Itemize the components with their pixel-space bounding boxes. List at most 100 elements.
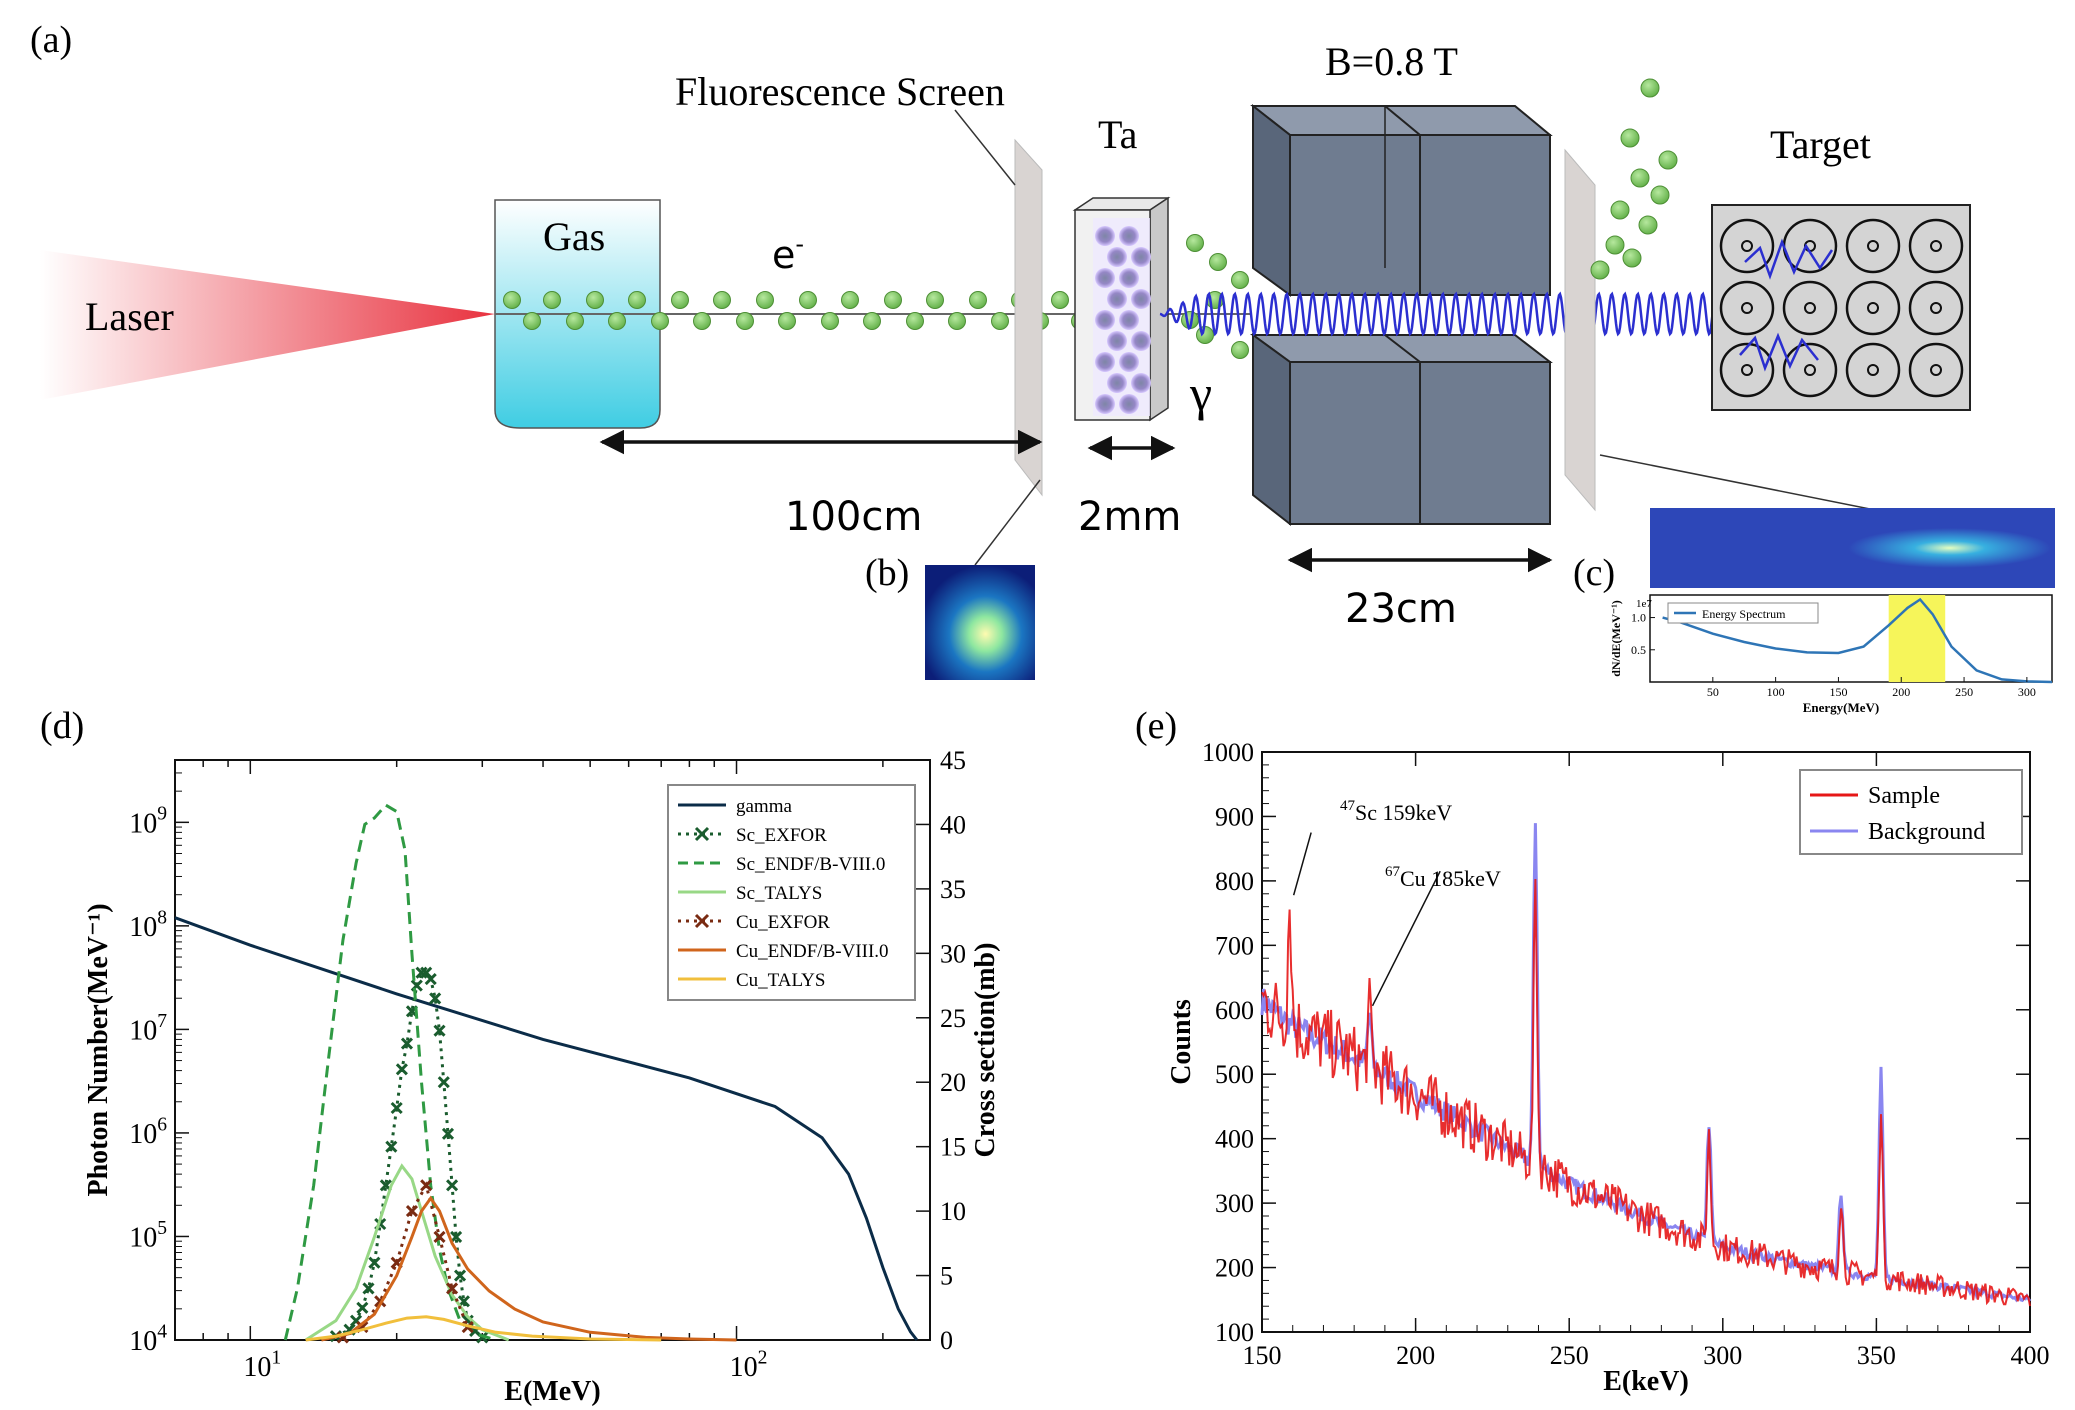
inset-c-legend-label: Energy Spectrum [1702,607,1786,621]
target-hole-center [1741,240,1753,252]
ta-atom [1131,289,1151,309]
annotation-cu: 67Cu 185keV [1385,864,1501,891]
data-point-cu-exfor [446,1282,459,1295]
chart-e-xlabel: E(keV) [1603,1366,1689,1397]
target-hole [1845,280,1901,336]
beam-profile-image [925,565,1035,680]
target-zigzag [1739,238,1834,372]
inset-c-y-tick-label: 1.0 [1631,611,1646,625]
chart-d-ylabel-right: Cross section(mb) [970,943,1001,1158]
data-point-sc-exfor [441,1127,455,1140]
deflected-electrons [1590,78,1678,280]
distance-label-2mm: 2mm [1078,494,1181,540]
data-point-sc-exfor [476,1331,489,1344]
inset-c-x-tick-label: 50 [1707,685,1719,699]
chart-d-right-tick-label: 10 [940,1197,966,1226]
deflected-electron [1650,185,1670,205]
chart-d-xlabel: E(MeV) [504,1376,600,1407]
deflected-electron [1590,260,1610,280]
deflected-electron [1622,248,1642,268]
chart-e-y-tick-label: 300 [1215,1189,1254,1218]
distance-label-23cm: 23cm [1345,586,1457,632]
electron [799,291,817,309]
target-hole [1908,218,1964,274]
ta-atom [1119,226,1139,246]
data-point-sc-exfor [450,1230,463,1243]
data-point-sc-exfor [446,1179,459,1192]
chart-d-left-tick-label: 104 [129,1321,167,1357]
deflected-electron [1640,78,1660,98]
target-holes [1719,218,1964,398]
legend-label-cu-exfor: Cu_EXFOR [736,912,830,933]
spectrometer-image [1650,508,2055,588]
spectrometer-screen [1564,148,1596,512]
panel-label-a: (a) [30,19,72,61]
target-plate [1711,204,1971,411]
chart-d-right-tick-label: 30 [940,939,966,968]
peak-highlight [1888,595,1946,682]
data-point-sc-exfor [395,1063,408,1076]
gas-label: Gas [543,214,605,259]
target-hole-center [1741,302,1753,314]
legend-label-sc-endf-b-viii-0: Sc_ENDF/B-VIII.0 [736,854,885,875]
inset-c-x-tick-label: 100 [1767,685,1785,699]
legend-label-cu-endf-b-viii-0: Cu_ENDF/B-VIII.0 [736,941,889,962]
chart-e-x-tick-label: 300 [1703,1341,1742,1370]
deflected-electron [1630,168,1650,188]
ta-atom [1107,289,1127,309]
chart-d-right-tick-label: 20 [940,1068,966,1097]
deflected-electron [1620,128,1640,148]
chart-e-y-tick-label: 900 [1215,802,1254,831]
chart-d-right-tick-label: 25 [940,1004,966,1033]
laser-label: Laser [85,294,174,339]
legend-label-background: Background [1868,819,1985,845]
ta-atom [1107,331,1127,351]
chart-d-left-tick-label: 109 [129,804,167,840]
electron [1051,291,1069,309]
panel-label-c: (c) [1573,552,1615,594]
data-point-cu-exfor [420,1179,433,1192]
data-point-cu-exfor [405,1205,419,1218]
data-point-sc-exfor [433,1024,446,1037]
electron [884,291,902,309]
ta-atom [1095,394,1115,414]
ta-atom [1107,247,1127,267]
fluorescence-screen [1014,138,1043,497]
legend-label-gamma: gamma [736,796,792,817]
deflected-electron [1610,200,1630,220]
series-sc-exfor [335,971,484,1339]
series-sample [1261,878,2031,1307]
target-hole-center [1930,302,1942,314]
chart-e-x-tick-label: 400 [2011,1341,2050,1370]
electron [948,312,966,330]
series-sc-endf-b-viii-0 [283,803,497,1342]
target-hole [1845,218,1901,274]
deflected-electron [1658,150,1678,170]
electron [756,291,774,309]
data-point-sc-exfor [437,1076,450,1089]
electron [693,312,711,330]
electron [841,291,859,309]
target-hole [1908,342,1964,398]
chart-e-y-tick-label: 400 [1215,1125,1254,1154]
electron [586,291,604,309]
chart-d-right-tick-label: 35 [940,875,966,904]
electron [1196,326,1214,344]
chart-d-left-tick-label: 106 [129,1114,167,1150]
deflected-electron [1605,235,1625,255]
inset-c-multiplier: 1e7 [1636,598,1652,610]
data-point-sc-exfor [368,1256,381,1269]
chart-e-legend [1799,769,2023,855]
legend-label-sample: Sample [1868,783,1940,809]
electron [1186,234,1204,252]
data-point-sc-exfor [390,1101,403,1115]
ta-atom [1095,310,1115,330]
annotation-sc: 47Sc 159keV [1340,798,1452,825]
electron [566,312,584,330]
distance-label-100cm: 100cm [785,494,922,540]
gamma-label: γ [1189,365,1212,421]
electron [1231,271,1249,289]
chart-e-y-tick-label: 700 [1215,931,1254,960]
target-hole [1719,280,1775,336]
